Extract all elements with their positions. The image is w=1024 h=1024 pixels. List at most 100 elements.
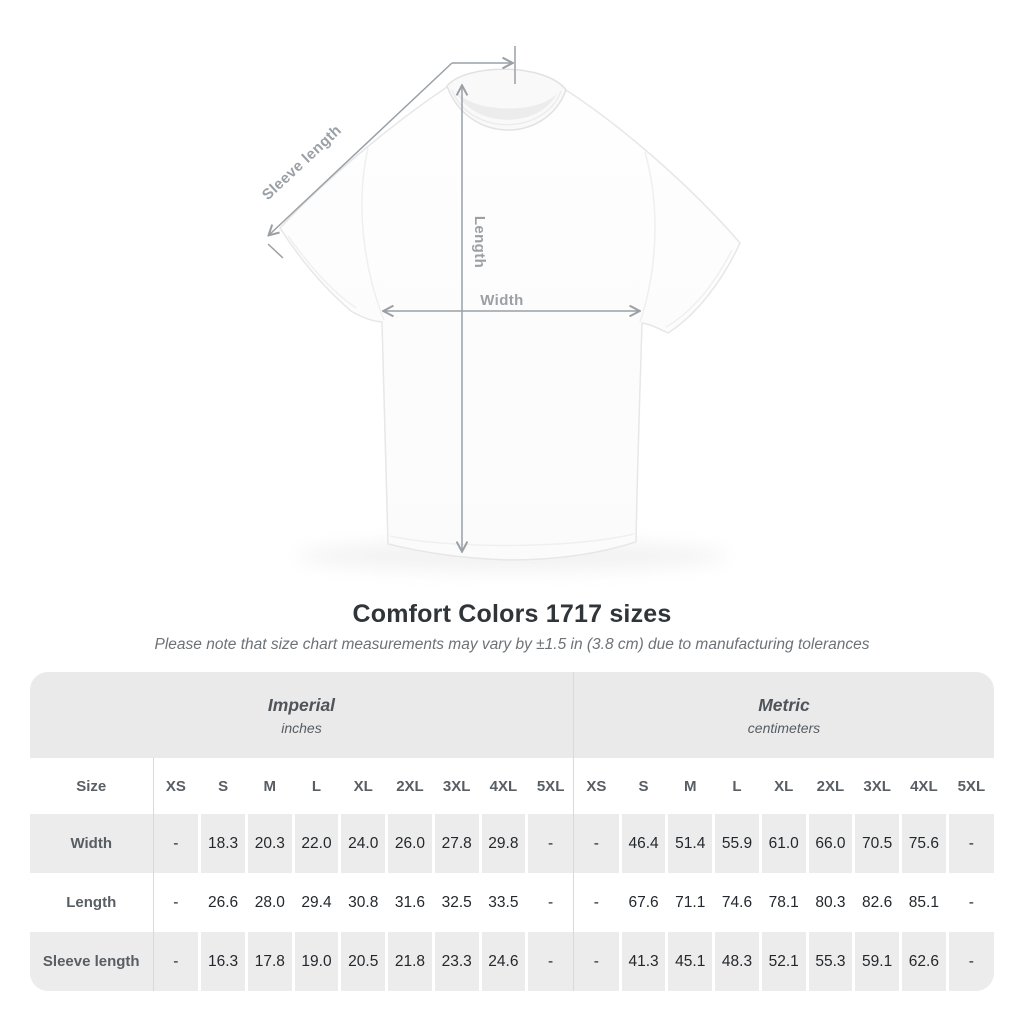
size-header-cell: XL [338, 758, 387, 814]
size-chart-table-container: Imperial inches Metric centimeters Size … [30, 672, 994, 991]
metric-section-header: Metric centimeters [572, 672, 994, 758]
value-cell: 55.9 [712, 814, 761, 873]
size-header-cell: 3XL [431, 758, 481, 814]
value-cell: 78.1 [758, 873, 808, 932]
tshirt-hem-stitch [389, 533, 635, 547]
value-cell: 45.1 [665, 932, 714, 991]
value-cell: 66.0 [805, 814, 854, 873]
size-header-cell: XL [758, 758, 808, 814]
value-cell: 30.8 [338, 873, 387, 932]
size-header-cell: XS [152, 758, 200, 814]
value-cell: 48.3 [712, 932, 761, 991]
value-cell: 82.6 [852, 873, 901, 932]
tshirt-measurement-diagram: Sleeve length Length Width [259, 46, 741, 571]
page-title: Comfort Colors 1717 sizes [352, 600, 672, 628]
value-cell: - [525, 873, 574, 932]
value-cell: 29.4 [291, 873, 340, 932]
size-header-cell: XS [572, 758, 621, 814]
size-header-cell: 3XL [852, 758, 901, 814]
row-label: Length [30, 873, 153, 932]
imperial-unit-label: inches [281, 719, 322, 736]
tolerance-note: Please note that size chart measurements… [154, 636, 870, 653]
value-cell: 32.5 [431, 873, 481, 932]
tshirt-collar-opening [456, 91, 557, 120]
tshirt-left-cuff-stitch [287, 235, 357, 309]
value-cell: - [572, 873, 621, 932]
sleeve-length-row: Sleeve length - 16.3 17.8 19.0 20.5 21.8… [30, 932, 994, 991]
value-cell: 61.0 [758, 814, 808, 873]
row-label: Sleeve length [30, 932, 153, 991]
unit-section-row: Imperial inches Metric centimeters [30, 672, 994, 758]
value-cell: 33.5 [478, 873, 527, 932]
sleeve-end-tick [267, 243, 284, 259]
width-label: Width [480, 292, 524, 309]
tshirt-body [279, 68, 741, 561]
imperial-section-header: Imperial inches [30, 672, 574, 758]
value-cell: 22.0 [291, 814, 340, 873]
value-cell: 85.1 [899, 873, 948, 932]
size-column-header: Size [30, 758, 153, 814]
value-cell: 18.3 [198, 814, 247, 873]
value-cell: 46.4 [618, 814, 667, 873]
row-label: Width [30, 814, 153, 873]
value-cell: - [525, 814, 574, 873]
value-cell: 23.3 [431, 932, 481, 991]
size-header-cell: S [618, 758, 667, 814]
size-header-cell: L [291, 758, 340, 814]
value-cell: 26.6 [198, 873, 247, 932]
size-header-cell: 4XL [478, 758, 527, 814]
sleeve-length-arrow-diagonal [269, 62, 453, 235]
value-cell: 67.6 [618, 873, 667, 932]
length-row: Length - 26.6 28.0 29.4 30.8 31.6 32.5 3… [30, 873, 994, 932]
metric-label: Metric [758, 694, 810, 715]
value-cell: 19.0 [291, 932, 340, 991]
size-header-row: Size XS S M L XL 2XL 3XL 4XL 5XL XS S M … [30, 758, 994, 814]
value-cell: 29.8 [478, 814, 527, 873]
value-cell: 31.6 [385, 873, 434, 932]
size-chart-table: Imperial inches Metric centimeters Size … [30, 672, 994, 991]
size-header-cell: 5XL [525, 758, 574, 814]
value-cell: 20.3 [244, 814, 294, 873]
value-cell: - [525, 932, 574, 991]
value-cell: 20.5 [338, 932, 387, 991]
heading: Comfort Colors 1717 sizes Please note th… [0, 600, 1024, 654]
metric-unit-label: centimeters [747, 719, 821, 736]
tshirt-right-cuff-stitch [665, 249, 733, 328]
value-cell: 24.6 [478, 932, 527, 991]
value-cell: 80.3 [805, 873, 854, 932]
size-header-cell: 5XL [945, 758, 994, 814]
value-cell: - [152, 814, 200, 873]
value-cell: 28.0 [244, 873, 294, 932]
size-header-cell: M [665, 758, 714, 814]
value-cell: - [572, 814, 621, 873]
size-header-cell: 2XL [385, 758, 434, 814]
value-cell: 75.6 [899, 814, 948, 873]
value-cell: 51.4 [665, 814, 714, 873]
imperial-label: Imperial [267, 694, 336, 715]
value-cell: 70.5 [852, 814, 901, 873]
size-header-cell: M [244, 758, 294, 814]
value-cell: 27.8 [431, 814, 481, 873]
size-header-cell: 4XL [899, 758, 948, 814]
value-cell: - [152, 932, 200, 991]
value-cell: 74.6 [712, 873, 761, 932]
value-cell: 59.1 [852, 932, 901, 991]
tshirt-collar [446, 68, 567, 131]
tshirt-left-sleeve-seam [361, 147, 385, 321]
value-cell: 52.1 [758, 932, 808, 991]
size-header-cell: S [198, 758, 247, 814]
value-cell: 41.3 [618, 932, 667, 991]
value-cell: 17.8 [244, 932, 294, 991]
value-cell: 26.0 [385, 814, 434, 873]
length-label: Length [471, 216, 488, 268]
value-cell: 55.3 [805, 932, 854, 991]
value-cell: - [572, 932, 621, 991]
size-header-cell: L [712, 758, 761, 814]
tshirt-right-sleeve-seam [639, 151, 656, 323]
value-cell: - [945, 932, 994, 991]
value-cell: 24.0 [338, 814, 387, 873]
value-cell: - [945, 873, 994, 932]
value-cell: 62.6 [899, 932, 948, 991]
value-cell: - [945, 814, 994, 873]
size-header-cell: 2XL [805, 758, 854, 814]
